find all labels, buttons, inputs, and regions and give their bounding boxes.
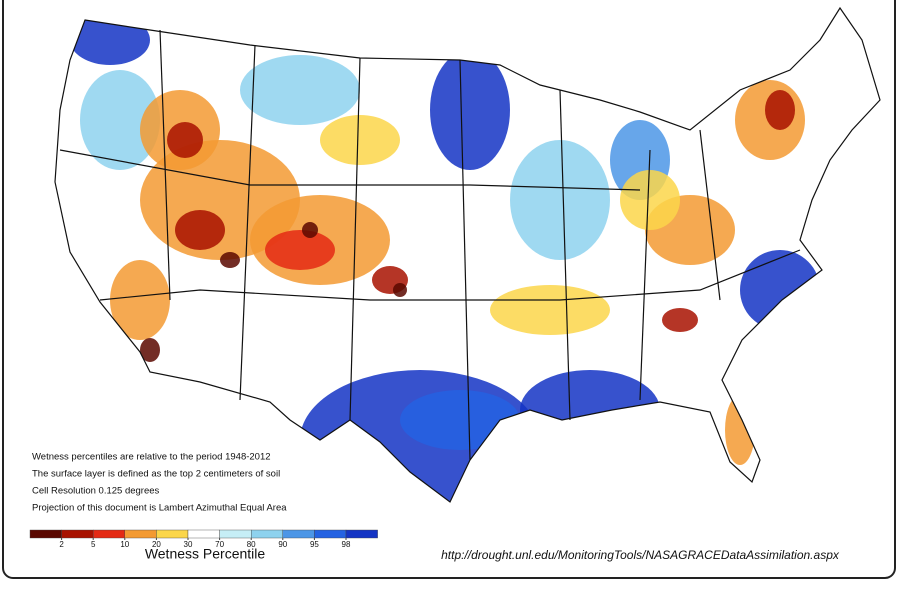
wetness-area <box>393 283 407 297</box>
note: Projection of this document is Lambert A… <box>32 503 287 514</box>
wetness-area <box>140 338 160 362</box>
legend-tick-label: 90 <box>278 540 287 549</box>
legend-tick-label: 80 <box>247 540 256 549</box>
wetness-area <box>240 55 360 125</box>
wetness-area <box>220 252 240 268</box>
legend-swatch <box>314 529 347 539</box>
legend-swatch <box>29 529 62 539</box>
wetness-area <box>430 50 510 170</box>
legend-swatch <box>124 529 157 539</box>
legend-swatch <box>156 529 189 539</box>
legend-swatch <box>282 529 315 539</box>
legend-tick-label: 5 <box>91 540 96 549</box>
wetness-area <box>80 70 160 170</box>
wetness-area <box>265 230 335 270</box>
legend-tick-label: 98 <box>342 540 351 549</box>
wetness-area <box>302 222 318 238</box>
source-url: http://drought.unl.edu/MonitoringTools/N… <box>441 548 840 562</box>
state-borders <box>54 7 881 503</box>
note: Wetness percentiles are relative to the … <box>32 452 271 463</box>
wetness-field <box>70 15 820 502</box>
note: The surface layer is defined as the top … <box>32 469 280 480</box>
wetness-area <box>320 115 400 165</box>
legend-tick-label: 10 <box>120 540 129 549</box>
legend-swatch <box>187 529 220 539</box>
wetness-area <box>167 122 203 158</box>
legend-swatch <box>250 529 283 539</box>
wetness-area <box>620 170 680 230</box>
legend-swatch <box>92 529 125 539</box>
notes: Wetness percentiles are relative to the … <box>32 452 287 514</box>
note: Cell Resolution 0.125 degrees <box>32 486 160 497</box>
legend-swatch <box>345 529 378 539</box>
legend-tick-label: 70 <box>215 540 224 549</box>
legend-tick-label: 20 <box>152 540 161 549</box>
legend-tick-label: 30 <box>184 540 193 549</box>
wetness-area <box>110 260 170 340</box>
legend: Wetness Percentile 2 5 10 20 30 70 80 90 95 98 <box>29 529 378 562</box>
wetness-area <box>510 140 610 260</box>
wetness-area <box>765 90 795 130</box>
wetness-area <box>662 308 698 332</box>
wetness-area <box>175 210 225 250</box>
legend-title: Wetness Percentile <box>145 546 266 562</box>
legend-swatch <box>61 529 94 539</box>
legend-tick-label: 95 <box>310 540 319 549</box>
legend-tick-label: 2 <box>59 540 64 549</box>
wetness-area <box>490 285 610 335</box>
legend-swatch <box>219 529 252 539</box>
